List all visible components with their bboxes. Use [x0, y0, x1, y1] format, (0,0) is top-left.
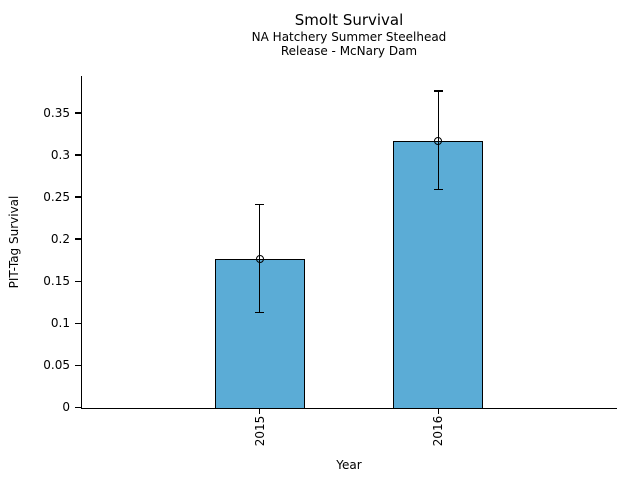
- y-tick-mark: [74, 154, 81, 156]
- x-tick-mark: [258, 407, 261, 414]
- y-tick-label: 0.15: [43, 273, 70, 288]
- y-tick-mark: [74, 322, 81, 325]
- y-tick-mark: [74, 406, 81, 409]
- chart-title: Smolt Survival: [294, 11, 404, 29]
- x-tick-label: 2016: [431, 415, 446, 447]
- error-bar-cap-bottom: [255, 311, 265, 314]
- chart-subtitle-line2: Release - McNary Dam: [280, 44, 418, 58]
- data-point-marker: [434, 136, 443, 145]
- x-tick-mark: [437, 407, 440, 414]
- x-tick-label: 2015: [252, 415, 267, 447]
- y-tick-mark: [74, 238, 81, 240]
- y-tick-label: 0.25: [43, 189, 70, 204]
- y-tick-mark: [74, 364, 81, 367]
- y-axis-line: [80, 75, 82, 409]
- y-tick-label: 0.2: [50, 231, 70, 246]
- error-bar-cap-bottom: [433, 188, 443, 191]
- chart-header: Smolt Survival NA Hatchery Summer Steelh…: [81, 11, 617, 58]
- y-tick-mark: [74, 196, 81, 198]
- x-axis-line: [80, 407, 617, 409]
- y-tick-mark: [74, 112, 81, 114]
- error-bar-cap-top: [255, 203, 265, 206]
- chart-subtitle-line1: NA Hatchery Summer Steelhead: [251, 30, 447, 44]
- x-axis-title: Year: [336, 458, 362, 472]
- y-tick-label: 0.3: [50, 147, 70, 162]
- y-tick-label: 0.1: [50, 315, 70, 330]
- y-tick-label: 0.35: [43, 105, 70, 120]
- y-tick-label: 0.05: [43, 357, 70, 372]
- y-tick-mark: [74, 280, 81, 283]
- y-tick-label: 0: [62, 400, 70, 414]
- error-bar-cap-top: [433, 90, 443, 92]
- data-point-marker: [255, 255, 264, 264]
